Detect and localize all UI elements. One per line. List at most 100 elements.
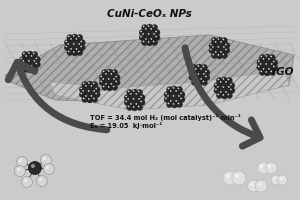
Circle shape [164, 97, 170, 102]
Circle shape [135, 103, 137, 105]
Circle shape [107, 69, 113, 75]
Circle shape [100, 81, 102, 82]
Circle shape [93, 98, 94, 99]
Circle shape [152, 24, 158, 30]
Circle shape [278, 175, 287, 185]
Circle shape [168, 103, 169, 104]
Circle shape [81, 89, 87, 95]
Circle shape [260, 165, 263, 168]
Circle shape [72, 50, 78, 56]
Circle shape [153, 33, 155, 35]
Circle shape [227, 94, 229, 95]
Circle shape [198, 65, 199, 67]
Circle shape [172, 87, 174, 89]
Circle shape [84, 84, 90, 90]
Circle shape [78, 43, 80, 45]
Circle shape [203, 73, 205, 75]
Circle shape [212, 39, 214, 40]
Circle shape [76, 48, 77, 50]
Circle shape [32, 59, 38, 65]
Circle shape [36, 176, 47, 186]
Circle shape [255, 180, 267, 192]
Circle shape [139, 34, 145, 40]
Circle shape [91, 85, 92, 87]
Circle shape [91, 95, 92, 97]
Circle shape [193, 66, 194, 67]
Circle shape [88, 90, 90, 92]
Circle shape [214, 50, 220, 56]
Circle shape [102, 78, 104, 80]
Circle shape [143, 41, 144, 42]
Circle shape [67, 49, 73, 55]
Circle shape [101, 77, 107, 83]
Text: CuNi-CeOₓ NPs: CuNi-CeOₓ NPs [107, 9, 192, 19]
Circle shape [77, 49, 83, 55]
Circle shape [172, 103, 174, 105]
Circle shape [223, 39, 224, 40]
Circle shape [69, 37, 75, 43]
Circle shape [216, 53, 222, 59]
Circle shape [250, 183, 253, 186]
Circle shape [265, 162, 277, 174]
Circle shape [172, 94, 178, 100]
Circle shape [215, 84, 217, 85]
Circle shape [93, 90, 95, 92]
Circle shape [84, 94, 90, 100]
Circle shape [263, 58, 264, 60]
Circle shape [95, 93, 97, 94]
Circle shape [230, 89, 232, 90]
Circle shape [46, 166, 49, 169]
Circle shape [133, 90, 134, 92]
Circle shape [168, 88, 169, 89]
Circle shape [219, 90, 225, 96]
Circle shape [216, 45, 222, 51]
Circle shape [191, 72, 197, 78]
Circle shape [218, 38, 219, 40]
Circle shape [220, 81, 221, 83]
Circle shape [202, 66, 204, 67]
Circle shape [104, 72, 110, 78]
Circle shape [227, 85, 233, 91]
Circle shape [107, 85, 113, 91]
Circle shape [212, 54, 214, 55]
Circle shape [189, 74, 195, 80]
Circle shape [115, 76, 117, 77]
Circle shape [104, 82, 110, 88]
Circle shape [270, 56, 272, 57]
Circle shape [224, 80, 230, 86]
Circle shape [193, 81, 194, 82]
Circle shape [264, 70, 270, 76]
Circle shape [144, 27, 150, 33]
Circle shape [189, 70, 195, 75]
Circle shape [202, 72, 208, 78]
Circle shape [145, 38, 147, 40]
Circle shape [28, 68, 30, 70]
Circle shape [142, 40, 148, 46]
Circle shape [271, 63, 273, 65]
Circle shape [110, 73, 112, 75]
Circle shape [215, 89, 217, 90]
Circle shape [30, 64, 36, 70]
Circle shape [138, 106, 140, 107]
Circle shape [89, 84, 95, 90]
Circle shape [65, 46, 67, 47]
Circle shape [216, 37, 222, 43]
Circle shape [218, 46, 219, 48]
Circle shape [167, 102, 172, 108]
Circle shape [167, 86, 172, 92]
Circle shape [21, 176, 32, 188]
Circle shape [133, 98, 134, 100]
Circle shape [198, 73, 199, 75]
FancyArrowPatch shape [185, 48, 260, 146]
Circle shape [138, 98, 140, 100]
Circle shape [73, 43, 75, 45]
Circle shape [179, 92, 185, 98]
Circle shape [216, 92, 222, 98]
Circle shape [175, 90, 177, 92]
Circle shape [80, 93, 82, 94]
Circle shape [70, 48, 72, 50]
Circle shape [136, 90, 142, 96]
Circle shape [35, 63, 37, 64]
Circle shape [223, 171, 237, 185]
Circle shape [30, 54, 36, 60]
